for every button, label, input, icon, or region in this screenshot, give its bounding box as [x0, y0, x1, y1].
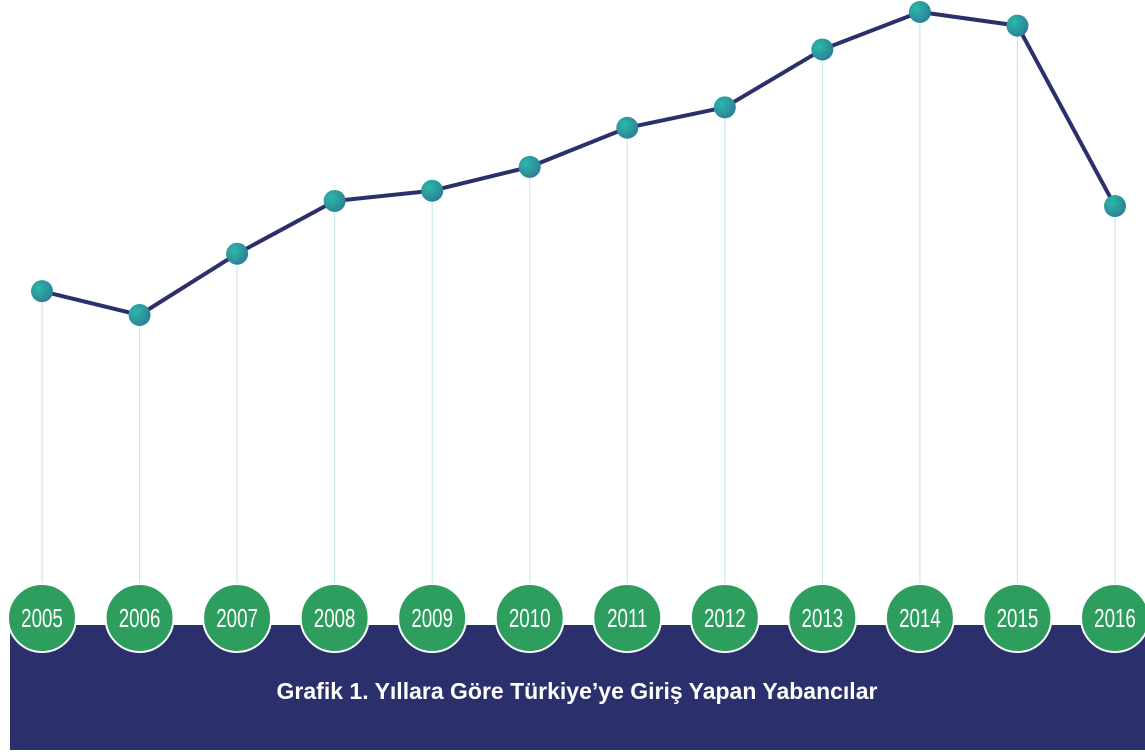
- point: [323, 189, 346, 212]
- x-tick-label: 2012: [704, 603, 746, 633]
- x-tick-label: 2010: [509, 603, 551, 633]
- x-tick-label: 2008: [314, 603, 356, 633]
- point: [31, 280, 53, 303]
- year-badge: [202, 583, 273, 653]
- year-badge: [397, 583, 468, 653]
- x-tick-label: 2006: [119, 603, 161, 633]
- point: [226, 242, 249, 265]
- year-badge: [787, 583, 858, 653]
- year-badge: [7, 583, 77, 653]
- point: [811, 38, 834, 61]
- point: [1104, 195, 1126, 218]
- caption-band: [10, 625, 1145, 750]
- year-badge: [494, 583, 565, 653]
- x-tick-label: 2007: [216, 603, 258, 633]
- year-badge: [104, 583, 175, 653]
- point: [128, 304, 151, 326]
- point: [713, 96, 736, 119]
- point: [518, 155, 541, 178]
- x-tick-label: 2011: [607, 603, 647, 633]
- x-tick-label: 2009: [411, 603, 453, 633]
- series-line: [41, 10, 1117, 317]
- point: [421, 179, 444, 202]
- x-tick-label: 2014: [899, 603, 941, 633]
- x-tick-label: 2016: [1094, 603, 1136, 633]
- x-tick-label: 2015: [997, 603, 1039, 633]
- year-badge: [299, 583, 370, 653]
- point: [1006, 14, 1029, 37]
- x-tick-label: 2005: [21, 603, 63, 633]
- chart-title: Grafik 1. Yıllara Göre Türkiye’ye Giriş …: [277, 678, 878, 704]
- point: [616, 116, 639, 139]
- x-tick-label: 2013: [802, 603, 844, 633]
- year-badge: [689, 583, 760, 653]
- year-badge: [884, 583, 955, 653]
- year-badge: [592, 583, 663, 653]
- year-badge: [982, 583, 1053, 653]
- year-badge: [1080, 583, 1145, 653]
- point: [908, 1, 931, 23]
